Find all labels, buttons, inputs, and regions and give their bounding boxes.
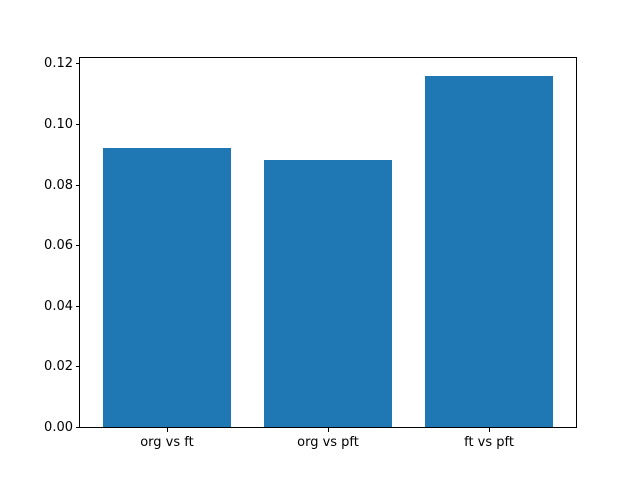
- y-tick-label: 0.10: [44, 117, 73, 133]
- x-tick-mark: [489, 428, 491, 432]
- y-tick-label: 0.08: [44, 177, 73, 193]
- x-tick-mark: [328, 428, 329, 432]
- y-tick-mark: [76, 124, 80, 126]
- x-tick-label: org vs ft: [140, 435, 194, 450]
- y-tick-mark: [76, 245, 80, 247]
- bar-ft-vs-pft: [424, 75, 554, 427]
- y-tick-mark: [76, 63, 80, 65]
- y-tick-label: 0.12: [44, 56, 73, 72]
- x-tick-label: ft vs pft: [464, 435, 514, 450]
- y-tick-label: 0.06: [44, 238, 73, 254]
- y-tick-mark: [76, 184, 80, 186]
- y-tick-label: 0.02: [44, 359, 73, 375]
- y-tick-mark: [76, 366, 80, 368]
- plot-area: [79, 57, 577, 428]
- x-tick-mark: [166, 428, 168, 432]
- bar-org-vs-pft: [263, 160, 393, 427]
- y-tick-mark: [76, 305, 80, 307]
- bar-org-vs-ft: [102, 148, 232, 427]
- y-tick-mark: [76, 427, 80, 428]
- x-tick-label: org vs pft: [297, 435, 359, 450]
- y-tick-label: 0.00: [44, 420, 73, 435]
- y-tick-label: 0.04: [44, 298, 73, 314]
